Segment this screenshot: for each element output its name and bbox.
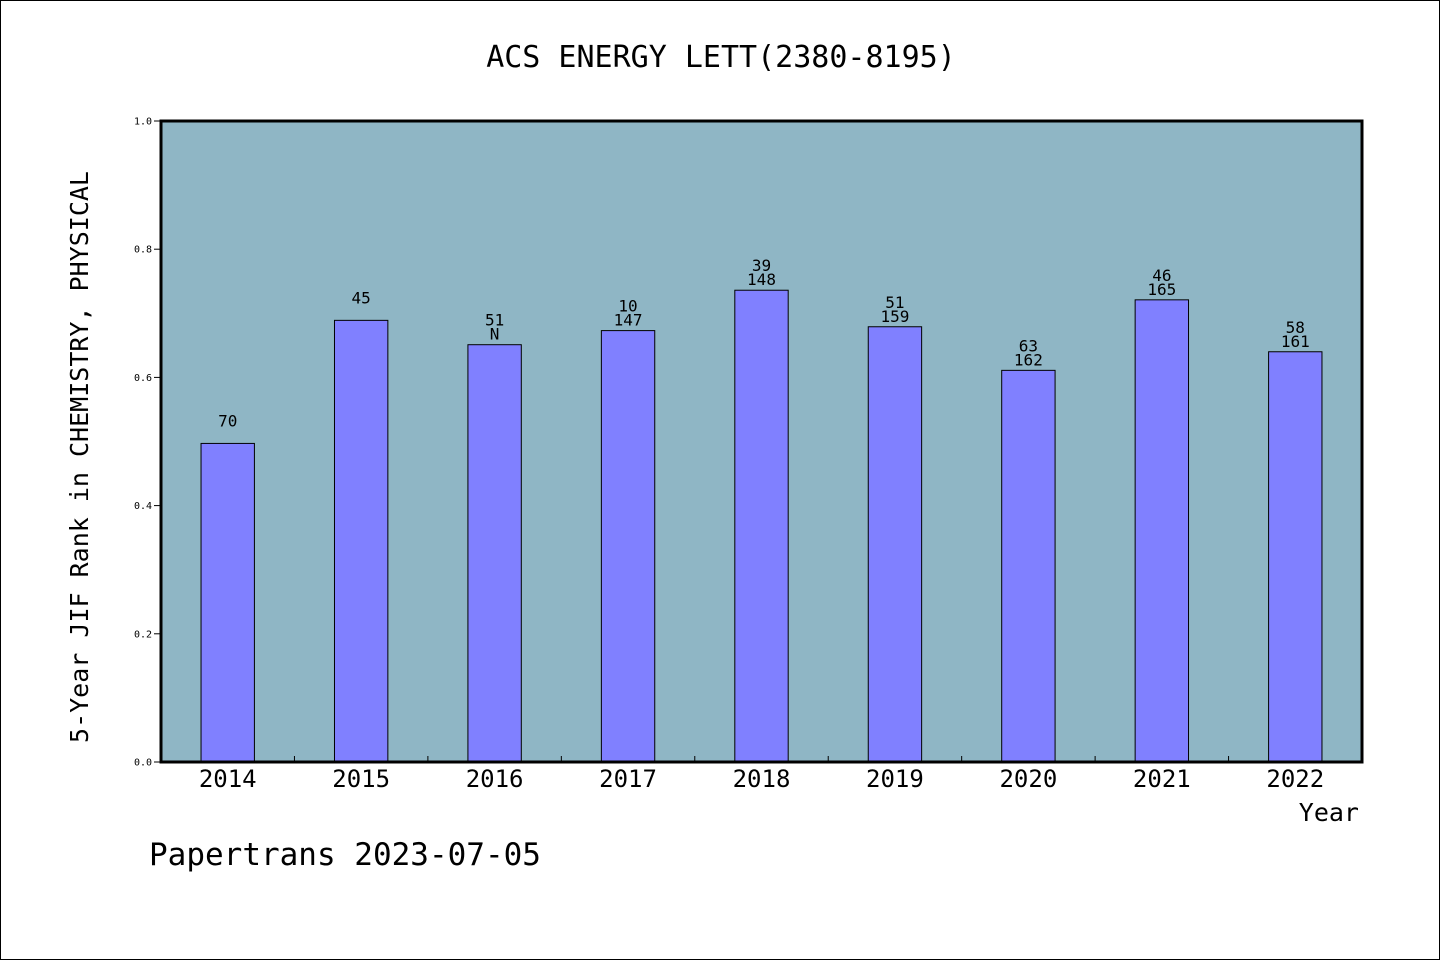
plot-area: 0.00.20.40.60.81.0201470201545201651N201… xyxy=(134,117,1364,793)
bar-2016 xyxy=(467,344,522,763)
bar-data-label: N xyxy=(490,325,500,344)
bar-data-label: 58 xyxy=(1286,318,1305,337)
bar-data-label: 51 xyxy=(885,293,904,312)
bar-data-label: 165 xyxy=(1147,280,1176,299)
x-axis-label: Year xyxy=(1299,798,1359,827)
y-tick-label: 0.4 xyxy=(134,501,152,512)
bar-data-label: 162 xyxy=(1014,350,1043,369)
x-tick-label: 2022 xyxy=(1266,765,1324,793)
bar-data-label: 159 xyxy=(880,307,909,326)
footer-text: Papertrans 2023-07-05 xyxy=(149,837,541,873)
bar-data-label: 51 xyxy=(485,311,504,330)
bar-2019 xyxy=(867,326,923,763)
bar-2018 xyxy=(734,289,789,763)
bar-2017 xyxy=(600,330,656,763)
x-tick-label: 2017 xyxy=(599,765,657,793)
x-tick-label: 2018 xyxy=(733,765,791,793)
bar-2020 xyxy=(1001,369,1056,763)
x-tick-label: 2020 xyxy=(999,765,1057,793)
bar-data-label: 148 xyxy=(747,270,776,289)
x-tick-label: 2019 xyxy=(866,765,924,793)
x-tick-label: 2016 xyxy=(466,765,524,793)
y-tick-label: 0.2 xyxy=(134,629,152,640)
y-tick-label: 0.8 xyxy=(134,245,152,256)
bar-data-label: 39 xyxy=(752,256,771,275)
x-tick-label: 2021 xyxy=(1133,765,1191,793)
bar-data-label: 147 xyxy=(614,311,643,330)
chart-title: ACS ENERGY LETT(2380-8195) xyxy=(486,40,956,75)
y-axis-label: 5-Year JIF Rank in CHEMISTRY, PHYSICAL xyxy=(65,171,94,743)
y-tick-label: 1.0 xyxy=(134,117,152,128)
y-tick-label: 0.0 xyxy=(134,758,152,769)
bar-data-label: 45 xyxy=(352,288,371,307)
bar-2015 xyxy=(333,319,389,763)
bar-2021 xyxy=(1134,299,1190,763)
x-tick-label: 2014 xyxy=(199,765,257,793)
bar-data-label: 63 xyxy=(1019,336,1038,355)
x-tick-label: 2015 xyxy=(332,765,390,793)
bar-2014 xyxy=(200,442,255,763)
y-tick-label: 0.6 xyxy=(134,373,152,384)
bar-2022 xyxy=(1268,351,1323,763)
bar-data-label: 10 xyxy=(618,297,637,316)
bar-data-label: 46 xyxy=(1152,266,1171,285)
bar-data-label: 161 xyxy=(1281,332,1310,351)
plot-border xyxy=(159,119,1364,764)
bar-data-label: 70 xyxy=(218,411,237,430)
